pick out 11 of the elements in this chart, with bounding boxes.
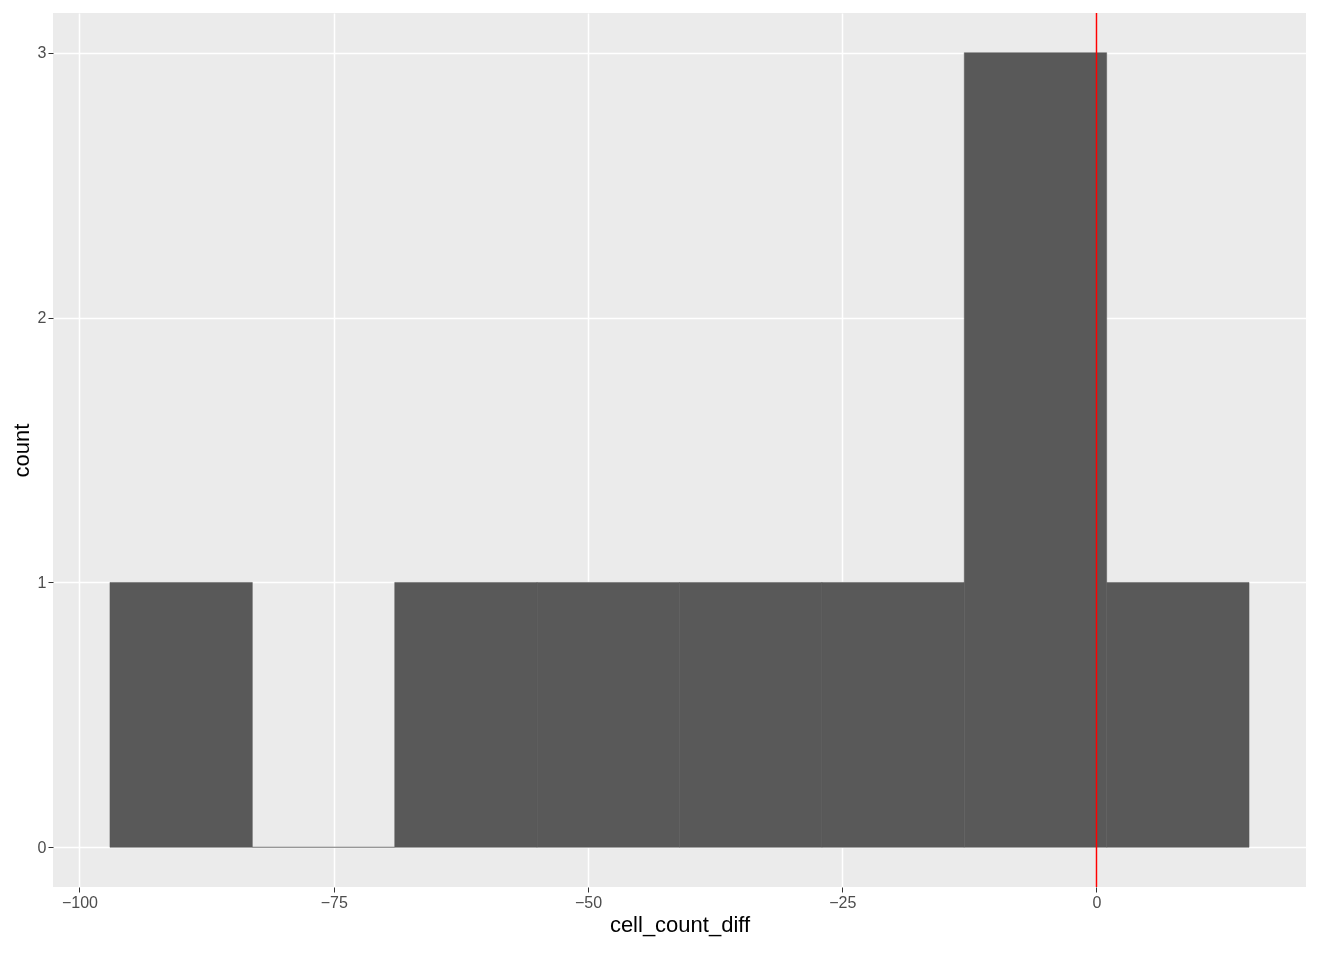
y-axis-title: count [8, 423, 34, 478]
y-tick-label: 2 [37, 309, 47, 327]
y-tick-label: 0 [37, 838, 47, 856]
x-tick-label: 0 [1092, 893, 1102, 911]
x-tick-label: −50 [574, 893, 603, 911]
x-tick-label: −25 [829, 893, 857, 911]
x-tick-label: −100 [61, 893, 99, 911]
y-tick-label: 3 [37, 44, 47, 62]
x-tick-label: −75 [320, 893, 348, 911]
x-axis-title: cell_count_diff [609, 911, 752, 937]
y-tick-label: 1 [37, 573, 47, 591]
